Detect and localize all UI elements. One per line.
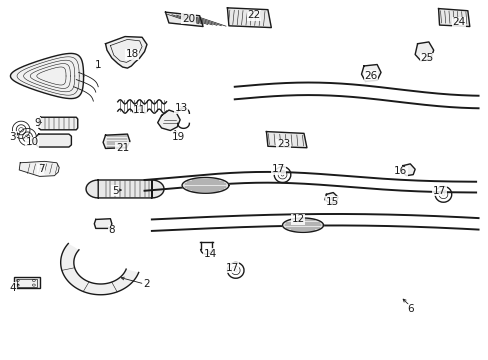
Text: 10: 10 [26,138,39,147]
Text: 18: 18 [125,49,139,59]
Text: 17: 17 [432,186,445,196]
Polygon shape [61,243,139,295]
Polygon shape [94,219,112,228]
Text: 12: 12 [291,215,304,224]
Text: 3: 3 [10,132,16,142]
Text: 9: 9 [34,118,41,128]
Polygon shape [105,37,147,68]
Polygon shape [282,218,323,232]
Text: 5: 5 [112,186,119,196]
Text: 26: 26 [364,71,377,81]
Text: 7: 7 [38,164,44,174]
Text: 17: 17 [271,164,285,174]
Text: 6: 6 [406,304,413,314]
Text: 19: 19 [172,132,185,142]
Text: 22: 22 [247,10,260,20]
Bar [14,277,40,288]
Polygon shape [10,53,83,99]
Bar [17,279,37,287]
Polygon shape [36,134,71,147]
Text: 25: 25 [420,53,433,63]
Polygon shape [414,42,433,61]
Text: 16: 16 [393,166,407,176]
Polygon shape [325,193,337,203]
Polygon shape [86,180,163,198]
Polygon shape [227,8,271,28]
Text: 20: 20 [182,14,195,24]
Polygon shape [266,132,306,148]
Text: 24: 24 [451,17,465,27]
Polygon shape [361,64,380,81]
Text: 14: 14 [203,248,217,258]
Text: 8: 8 [108,225,115,235]
Polygon shape [158,110,180,131]
Polygon shape [19,161,59,176]
Text: 13: 13 [174,103,187,113]
Text: 23: 23 [276,139,289,149]
Text: 21: 21 [116,143,129,153]
Text: 4: 4 [10,283,16,293]
Polygon shape [401,164,414,176]
Text: 17: 17 [225,263,239,273]
Text: 15: 15 [325,197,338,207]
Polygon shape [438,9,469,27]
Polygon shape [165,12,203,27]
Text: 11: 11 [133,105,146,115]
Text: 2: 2 [143,279,150,289]
Polygon shape [182,177,228,193]
Text: 1: 1 [95,60,102,70]
Polygon shape [103,134,130,148]
Polygon shape [39,117,78,130]
